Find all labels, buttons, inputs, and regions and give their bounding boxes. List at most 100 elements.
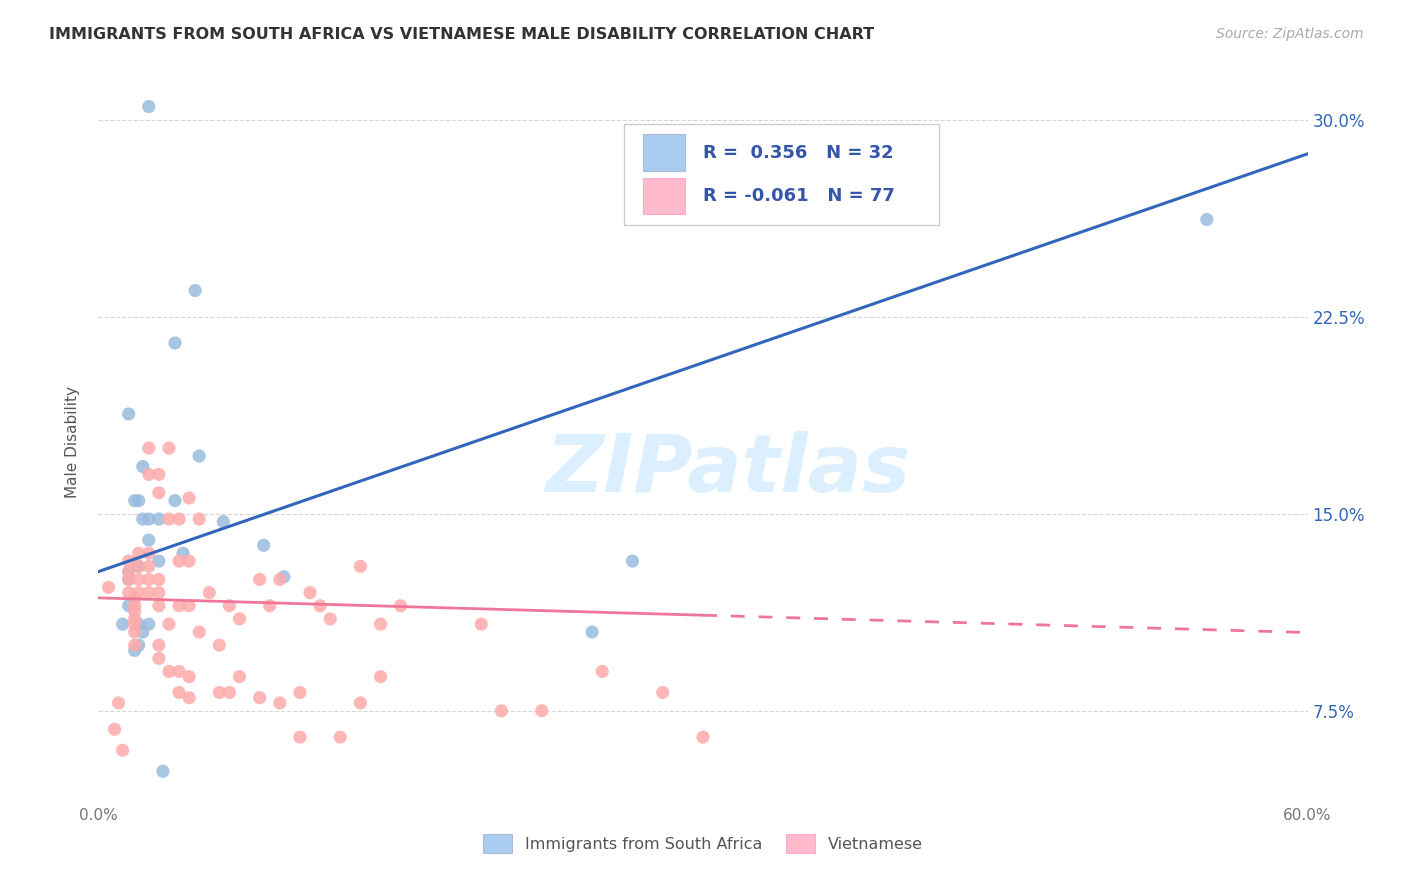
Point (370, 670, 392, 684)
Point (148, 573, 170, 587)
Point (188, 625, 211, 640)
Point (118, 573, 141, 587)
Point (138, 559, 160, 574)
Text: R =  0.356   N = 32: R = 0.356 N = 32 (703, 144, 894, 161)
Point (118, 565, 141, 579)
Point (249, 690, 271, 705)
Point (259, 599, 281, 613)
Point (128, 493, 150, 508)
Point (249, 573, 271, 587)
Point (179, 491, 201, 505)
Point (148, 467, 170, 482)
Point (138, 617, 160, 632)
Point (157, 441, 180, 455)
Point (309, 599, 332, 613)
Point (128, 638, 150, 652)
Point (349, 559, 371, 574)
Point (179, 690, 201, 705)
FancyBboxPatch shape (643, 135, 685, 170)
Point (692, 730, 714, 744)
Point (152, 764, 174, 779)
Point (138, 512, 160, 526)
Point (124, 591, 146, 605)
Point (530, 704, 553, 718)
Point (111, 743, 134, 757)
Point (591, 665, 613, 679)
Point (208, 685, 231, 699)
Point (124, 493, 146, 508)
Point (128, 617, 150, 632)
Point (184, 284, 207, 298)
Point (124, 625, 146, 640)
Point (118, 573, 141, 587)
Point (118, 565, 141, 579)
Point (118, 407, 141, 421)
Point (621, 554, 644, 568)
Point (148, 638, 170, 652)
Point (179, 599, 201, 613)
FancyBboxPatch shape (624, 124, 939, 225)
Point (228, 612, 250, 626)
Point (581, 625, 603, 640)
Point (167, 685, 190, 699)
Point (132, 625, 155, 640)
Point (167, 554, 190, 568)
Point (188, 449, 211, 463)
Point (118, 554, 141, 568)
Point (124, 638, 146, 652)
Point (1195, 212, 1218, 227)
Point (138, 441, 160, 455)
Y-axis label: Male Disability: Male Disability (65, 385, 80, 498)
Point (157, 617, 180, 632)
Point (103, 723, 125, 737)
Point (167, 599, 190, 613)
Point (273, 570, 295, 584)
Point (138, 467, 160, 482)
Point (188, 512, 211, 526)
Point (148, 485, 170, 500)
Point (128, 573, 150, 587)
Point (198, 585, 221, 599)
Text: IMMIGRANTS FROM SOUTH AFRICA VS VIETNAMESE MALE DISABILITY CORRELATION CHART: IMMIGRANTS FROM SOUTH AFRICA VS VIETNAME… (49, 27, 875, 42)
Point (172, 546, 194, 560)
Point (138, 546, 160, 560)
Point (179, 554, 201, 568)
Point (319, 612, 342, 626)
Point (128, 559, 150, 574)
Point (138, 533, 160, 547)
Legend: Immigrants from South Africa, Vietnamese: Immigrants from South Africa, Vietnamese (477, 828, 929, 860)
Point (138, 99, 160, 113)
Text: Source: ZipAtlas.com: Source: ZipAtlas.com (1216, 27, 1364, 41)
Point (370, 617, 392, 632)
Point (208, 638, 231, 652)
FancyBboxPatch shape (643, 178, 685, 214)
Point (132, 512, 155, 526)
Point (389, 599, 412, 613)
Point (97, 580, 120, 594)
Point (288, 685, 311, 699)
Point (138, 585, 160, 599)
Point (124, 612, 146, 626)
Point (288, 730, 311, 744)
Point (349, 696, 371, 710)
Point (148, 554, 170, 568)
Point (179, 670, 201, 684)
Point (651, 685, 673, 699)
Point (228, 670, 250, 684)
Text: ZIPatlas: ZIPatlas (544, 432, 910, 509)
Point (491, 704, 513, 718)
Point (148, 512, 170, 526)
Point (218, 685, 240, 699)
Point (148, 599, 170, 613)
Point (107, 696, 129, 710)
Point (118, 599, 141, 613)
Point (118, 585, 141, 599)
Point (157, 665, 180, 679)
Point (128, 546, 150, 560)
Point (329, 730, 352, 744)
Text: R = -0.061   N = 77: R = -0.061 N = 77 (703, 187, 894, 205)
Point (163, 336, 186, 351)
Point (163, 493, 186, 508)
Point (269, 573, 291, 587)
Point (124, 643, 146, 657)
